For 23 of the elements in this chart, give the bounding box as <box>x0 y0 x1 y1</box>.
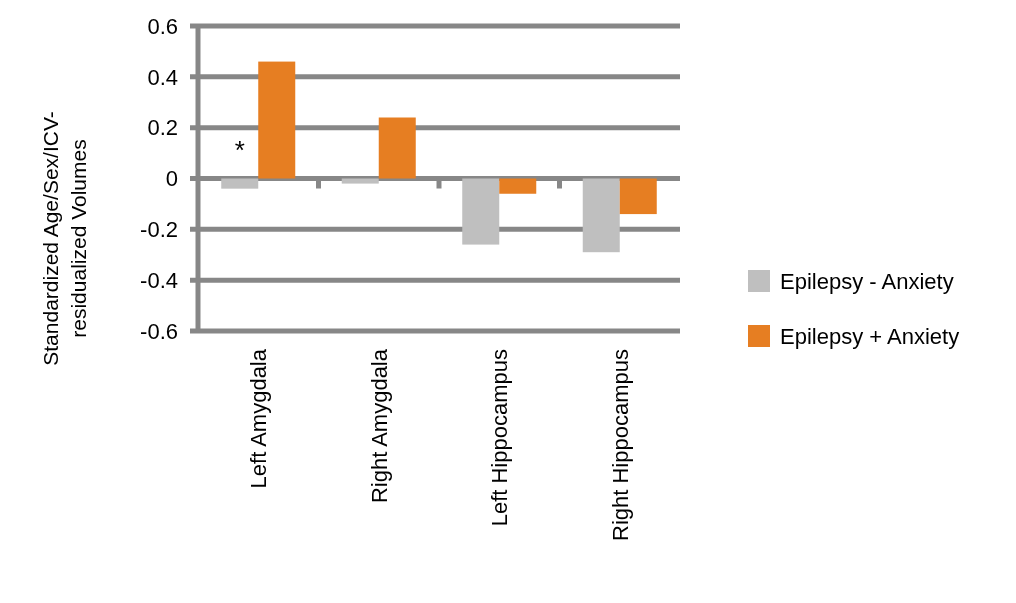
bar <box>582 178 620 253</box>
annotation: * <box>234 134 245 165</box>
x-tick-label: Left Hippocampus <box>487 349 513 527</box>
y-tick-label: 0.4 <box>147 64 178 90</box>
bar <box>462 178 500 245</box>
y-tick-label: 0.2 <box>147 115 178 141</box>
legend-label: Epilepsy + Anxiety <box>780 323 960 349</box>
y-axis-title: Standardized Age/Sex/ICV-residualized Volumes <box>39 111 90 366</box>
y-tick-label: 0.6 <box>147 13 178 39</box>
y-tick-label: -0.6 <box>140 318 178 344</box>
bar <box>619 178 657 215</box>
bar <box>258 61 296 179</box>
legend-label: Epilepsy - Anxiety <box>780 268 954 294</box>
bar <box>221 178 259 189</box>
x-tick-label: Right Hippocampus <box>607 349 633 541</box>
bar <box>378 117 416 179</box>
y-tick-label: -0.2 <box>140 217 178 243</box>
y-tick-label: 0 <box>165 166 178 192</box>
y-tick-label: -0.4 <box>140 267 178 293</box>
bar <box>341 178 379 184</box>
x-tick-label: Left Amygdala <box>246 348 272 489</box>
bar <box>499 178 537 194</box>
x-tick-label: Right Amygdala <box>366 348 392 504</box>
